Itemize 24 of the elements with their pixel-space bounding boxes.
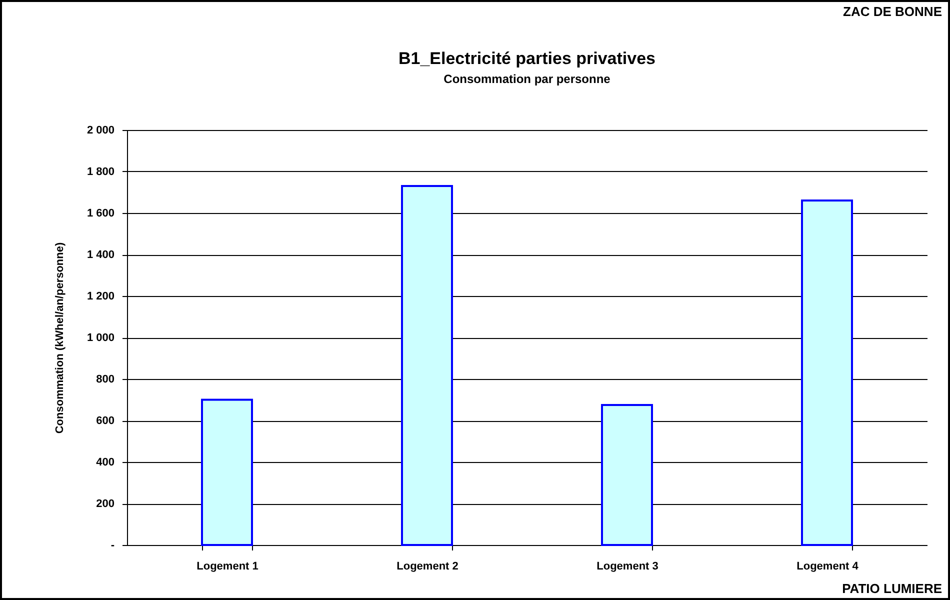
- y-tick-label: 2 000: [86, 124, 114, 136]
- x-tick-label: Logement 3: [596, 560, 658, 572]
- y-axis-title: Consommation (kWhel/an/personne): [54, 242, 66, 434]
- x-tick-label: Logement 4: [796, 560, 860, 572]
- bar: [601, 404, 653, 546]
- y-tick-label: 800: [96, 374, 114, 386]
- x-tick-label: Logement 2: [396, 560, 458, 572]
- y-tick-label: 1 000: [86, 332, 114, 344]
- bar: [801, 200, 853, 546]
- y-tick-label: 1 200: [86, 290, 114, 302]
- bar: [401, 185, 453, 546]
- x-tick-label: Logement 1: [196, 560, 258, 572]
- y-tick-label: 1 400: [86, 249, 114, 261]
- chart-title: B1_Electricité parties privatives: [398, 49, 656, 68]
- y-tick-label: 1 600: [86, 208, 114, 220]
- y-tick-label: -: [110, 540, 115, 552]
- y-tick-label: 200: [96, 498, 114, 510]
- text: ZAC DE BONNE: [843, 4, 942, 19]
- text: PATIO LUMIERE: [842, 581, 942, 596]
- y-tick-label: 1 800: [86, 166, 114, 178]
- y-tick-label: 600: [96, 415, 114, 427]
- bar: [201, 398, 253, 546]
- chart-subtitle: Consommation par personne: [444, 72, 611, 86]
- y-tick-label: 400: [96, 456, 114, 468]
